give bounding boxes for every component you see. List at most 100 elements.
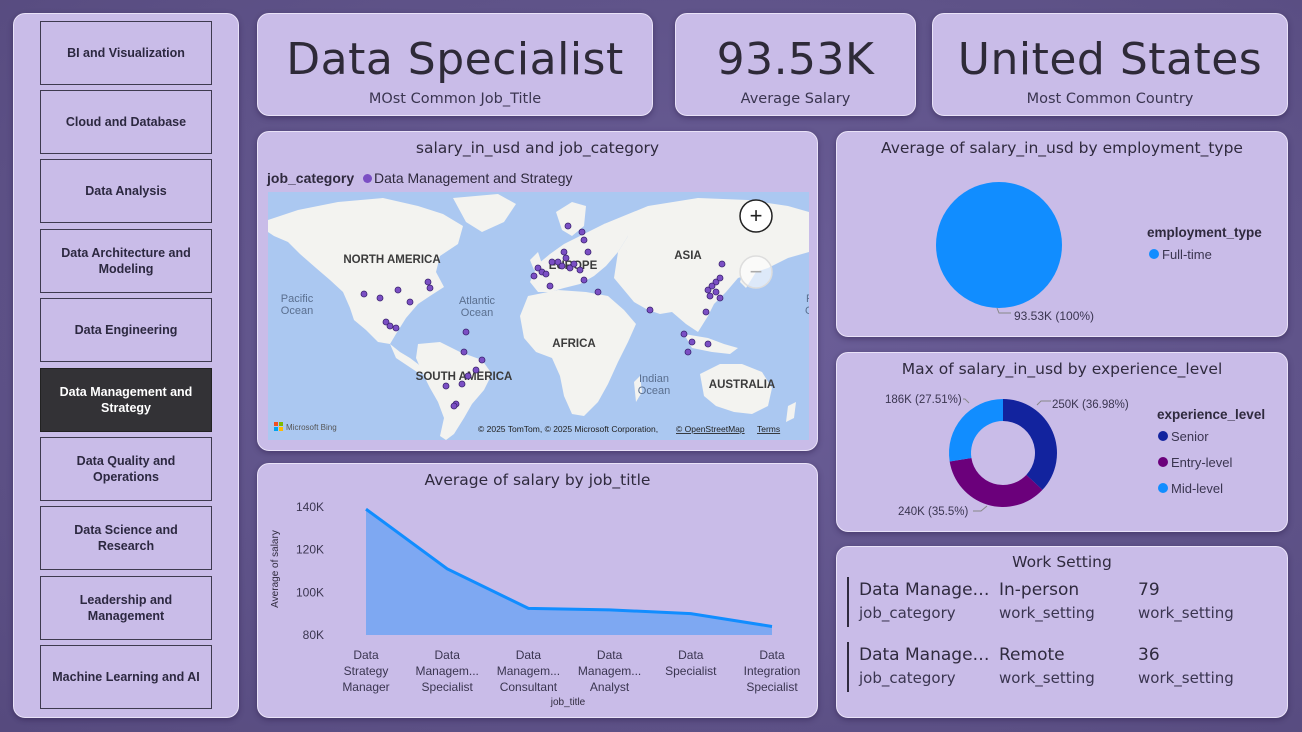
- employment-type-pie-visual: Average of salary_in_usd by employment_t…: [836, 131, 1288, 337]
- donut-slice-entry-level[interactable]: [949, 458, 1043, 507]
- row-accent-bar: [847, 577, 849, 627]
- map-point[interactable]: [360, 290, 368, 298]
- map-point[interactable]: [570, 260, 578, 268]
- slicer-item-machine-learning[interactable]: Machine Learning and AI: [40, 645, 212, 709]
- label-south-america: SOUTH AMERICA: [416, 371, 513, 383]
- map-point[interactable]: [718, 260, 726, 268]
- map-point[interactable]: [594, 288, 602, 296]
- area-chart[interactable]: 140K 120K 100K 80K Data Strategy Manager Data M…: [258, 464, 819, 719]
- land-greenland: [453, 194, 516, 232]
- donut-slice-senior[interactable]: [1003, 399, 1057, 490]
- slicer-item-data-engineering[interactable]: Data Engineering: [40, 298, 212, 362]
- map-point[interactable]: [478, 356, 486, 364]
- row-count-label: work_setting: [1138, 669, 1234, 687]
- map-point[interactable]: [424, 278, 432, 286]
- map-point[interactable]: [558, 262, 566, 270]
- legend-dot-senior: [1158, 431, 1168, 441]
- map-point[interactable]: [460, 348, 468, 356]
- map-point[interactable]: [646, 306, 654, 314]
- map-point[interactable]: [534, 264, 542, 272]
- slicer-item-data-architecture[interactable]: Data Architecture and Modeling: [40, 229, 212, 293]
- map-visual: salary_in_usd and job_category job_categ…: [257, 131, 818, 451]
- zoom-in-button[interactable]: +: [739, 199, 773, 233]
- kpi-label: MOst Common Job_Title: [368, 91, 542, 107]
- map-data-points[interactable]: [360, 222, 726, 410]
- map-point[interactable]: [394, 286, 402, 294]
- donut-chart[interactable]: 250K (36.98%) 186K (27.51%) 240K (35.5%)…: [837, 353, 1289, 533]
- slicer-item-cloud-database[interactable]: Cloud and Database: [40, 90, 212, 154]
- map-point[interactable]: [450, 402, 458, 410]
- map-point[interactable]: [376, 294, 384, 302]
- slicer-item-data-analysis[interactable]: Data Analysis: [40, 159, 212, 223]
- label-indian: Indian: [639, 373, 669, 385]
- label-africa: AFRICA: [552, 338, 595, 350]
- osm-link[interactable]: © OpenStreetMap: [676, 424, 745, 434]
- map-point[interactable]: [562, 254, 570, 262]
- map-point[interactable]: [712, 278, 720, 286]
- map-point[interactable]: [464, 372, 472, 380]
- map-point[interactable]: [578, 228, 586, 236]
- land-central-america: [390, 344, 424, 374]
- map-point[interactable]: [576, 266, 584, 274]
- y-tick-label: 100K: [296, 585, 324, 599]
- map-point[interactable]: [392, 324, 400, 332]
- map-point[interactable]: [706, 292, 714, 300]
- map-point[interactable]: [560, 248, 568, 256]
- zoom-out-button[interactable]: −: [739, 255, 773, 289]
- map-point[interactable]: [712, 288, 720, 296]
- y-axis-label: Average of salary: [270, 530, 281, 608]
- map-point[interactable]: [684, 348, 692, 356]
- map-point[interactable]: [580, 236, 588, 244]
- y-tick-label: 80K: [303, 628, 324, 642]
- slicer-item-data-science[interactable]: Data Science and Research: [40, 506, 212, 570]
- label-atlantic-ocean: Ocean: [461, 307, 493, 319]
- map-point[interactable]: [442, 382, 450, 390]
- map-point[interactable]: [704, 340, 712, 348]
- map-point[interactable]: [426, 284, 434, 292]
- map-point[interactable]: [580, 276, 588, 284]
- slicer-item-data-management[interactable]: Data Management and Strategy: [40, 368, 212, 432]
- map-point[interactable]: [546, 282, 554, 290]
- map-point[interactable]: [702, 308, 710, 316]
- donut-slice-mid-level[interactable]: [949, 399, 1003, 462]
- map-point[interactable]: [386, 322, 394, 330]
- map-point[interactable]: [472, 366, 480, 374]
- experience-level-donut-visual: Max of salary_in_usd by experience_level…: [836, 352, 1288, 532]
- map-point[interactable]: [704, 286, 712, 294]
- x-tick-label: Data Managem... Analyst: [578, 648, 641, 694]
- label-indian-ocean: Ocean: [638, 385, 670, 397]
- map-point[interactable]: [564, 222, 572, 230]
- label-pacific-ocean: Ocean: [281, 305, 313, 317]
- land-madagascar: [634, 376, 642, 402]
- donut-legend-entry: Entry-level: [1171, 455, 1233, 470]
- map-point[interactable]: [542, 270, 550, 278]
- legend-dot-mid: [1158, 483, 1168, 493]
- map-point[interactable]: [716, 274, 724, 282]
- x-tick-label: Data Strategy Manager: [342, 648, 389, 694]
- map-point[interactable]: [530, 272, 538, 280]
- label-australia: AUSTRALIA: [709, 379, 775, 391]
- map-point[interactable]: [680, 330, 688, 338]
- kpi-value: 93.53K: [716, 34, 875, 85]
- zoom-out-icon: −: [750, 259, 763, 284]
- map-point[interactable]: [462, 328, 470, 336]
- slicer-item-leadership[interactable]: Leadership and Management: [40, 576, 212, 640]
- map-point[interactable]: [716, 294, 724, 302]
- label-asia: ASIA: [674, 250, 701, 262]
- map-point[interactable]: [406, 298, 414, 306]
- pie-chart[interactable]: 93.53K (100%) employment_type Full-time: [837, 132, 1289, 338]
- map-point[interactable]: [548, 258, 556, 266]
- map-point[interactable]: [554, 258, 562, 266]
- map-canvas[interactable]: NORTH AMERICA EUROPE ASIA AFRICA SOUTH A…: [268, 192, 809, 440]
- map-point[interactable]: [708, 282, 716, 290]
- map-point[interactable]: [458, 380, 466, 388]
- slicer-item-data-quality[interactable]: Data Quality and Operations: [40, 437, 212, 501]
- area-fill: [366, 509, 772, 635]
- leader-entry: [973, 505, 988, 512]
- map-point[interactable]: [382, 318, 390, 326]
- slicer-item-bi-visualization[interactable]: BI and Visualization: [40, 21, 212, 85]
- map-point[interactable]: [584, 248, 592, 256]
- terms-link[interactable]: Terms: [757, 424, 780, 434]
- map-point[interactable]: [688, 338, 696, 346]
- map-point[interactable]: [566, 264, 574, 272]
